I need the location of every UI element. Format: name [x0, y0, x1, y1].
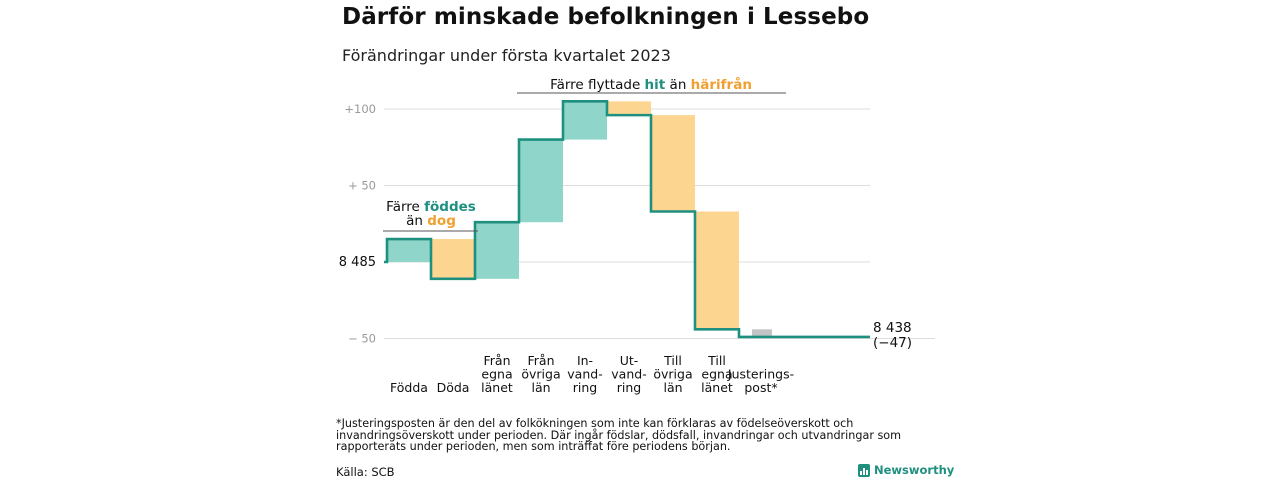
waterfall-bar [387, 239, 431, 262]
footnote: *Justeringsposten är den del av folkökni… [336, 417, 902, 454]
end-change-label: (−47) [873, 335, 912, 351]
chart-subtitle: Förändringar under första kvartalet 2023 [342, 46, 671, 65]
x-category-label: egna [481, 367, 512, 382]
x-category-label: ring [617, 380, 641, 395]
x-category-label: vand- [611, 367, 646, 382]
x-category-label: post* [744, 380, 777, 395]
waterfall-bar [695, 211, 739, 330]
births-annotation-line2: än dog [406, 213, 456, 229]
x-category-label: län [663, 380, 682, 395]
x-category-label: Från [527, 353, 554, 368]
births-annotation-line1: Färre föddes [386, 199, 476, 215]
x-category-label: vand- [567, 367, 602, 382]
waterfall-bar [651, 115, 695, 212]
x-category-label: Till [707, 353, 726, 368]
x-category-label: Till [663, 353, 682, 368]
x-category-label: län [531, 380, 550, 395]
migration-annotation: Färre flyttade hit än härifrån [550, 76, 752, 93]
waterfall-bar [431, 239, 475, 279]
x-category-label: länet [481, 380, 513, 395]
x-category-label: ring [573, 380, 597, 395]
x-category-label: Från [483, 353, 510, 368]
chart-title: Därför minskade befolkningen i Lessebo [342, 4, 870, 30]
x-category-label: Döda [437, 380, 470, 395]
end-value-label: 8 438 [873, 320, 912, 336]
x-category-label: egna [701, 367, 732, 382]
waterfall-bar [607, 101, 651, 116]
x-category-label: Födda [390, 380, 428, 395]
waterfall-bar [519, 139, 563, 223]
x-category-label: övriga [653, 367, 692, 382]
x-category-label: övriga [521, 367, 560, 382]
x-category-label: Justerings- [727, 367, 794, 382]
y-tick-label: 8 485 [339, 255, 376, 270]
waterfall-bar [475, 222, 519, 279]
cumulative-step-line [384, 100, 870, 339]
x-category-label: Ut- [620, 353, 639, 368]
x-category-label: In- [577, 353, 593, 368]
x-category-label: länet [701, 380, 733, 395]
waterfall-bar [752, 329, 772, 337]
brand-name: Newsworthy [874, 463, 955, 477]
waterfall-bar [563, 101, 607, 140]
y-tick-label: + 50 [348, 179, 376, 193]
newsworthy-logo-icon [858, 463, 870, 477]
y-tick-label: − 50 [348, 332, 376, 346]
y-tick-label: +100 [344, 102, 376, 116]
source-label: Källa: SCB [336, 465, 395, 479]
brand-logo: Newsworthy [858, 463, 954, 477]
